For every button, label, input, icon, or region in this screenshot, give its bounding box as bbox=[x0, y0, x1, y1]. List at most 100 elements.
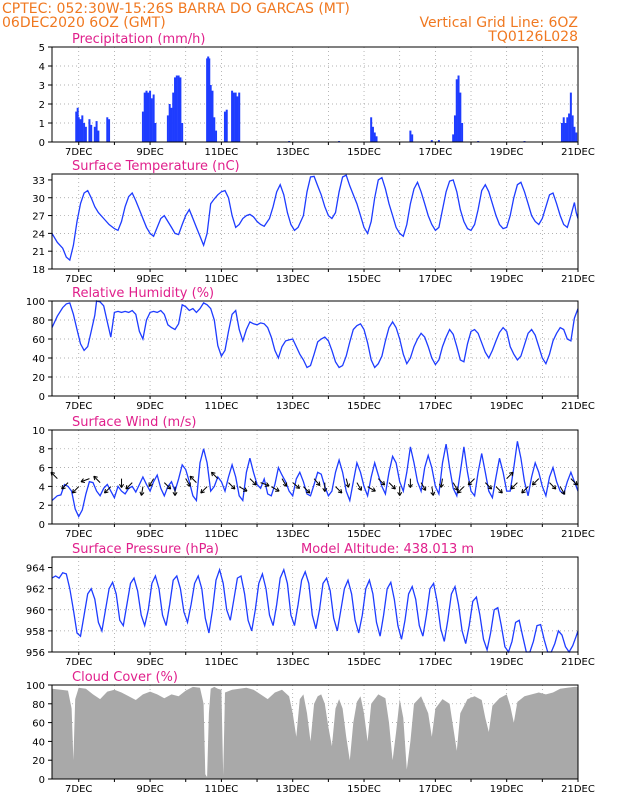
wind-arrow-head bbox=[297, 484, 301, 489]
pressure-ytick-label: 962 bbox=[26, 585, 45, 596]
humidity-xtick-label: 19DEC bbox=[490, 401, 524, 412]
precipitation-bar bbox=[77, 117, 80, 142]
precipitation-bar bbox=[84, 126, 87, 142]
cloud-cover-xtick-label: 19DEC bbox=[490, 784, 524, 795]
precipitation-bar bbox=[152, 94, 155, 142]
precipitation-bar bbox=[208, 58, 211, 142]
precipitation-panel: Precipitation (mm/h) 0 1 2 3 4 5 7DEC 9DEC 11DEC 1… bbox=[39, 32, 595, 158]
precipitation-bar bbox=[238, 92, 241, 142]
wind-arrow bbox=[495, 486, 503, 494]
wind-arrow-head bbox=[324, 487, 328, 492]
temperature-ytick-label: 33 bbox=[32, 176, 45, 187]
humidity-frame bbox=[51, 300, 579, 397]
wind-arrow-head bbox=[125, 485, 128, 490]
wind-arrow bbox=[510, 482, 518, 490]
wind-xtick-label: 7DEC bbox=[65, 529, 92, 540]
precipitation-bar bbox=[573, 126, 576, 142]
cloud-cover-ytick-label: 0 bbox=[39, 775, 45, 786]
wind-arrow bbox=[521, 486, 529, 494]
wind-arrow-head bbox=[186, 484, 191, 487]
wind-arrow bbox=[345, 478, 350, 488]
wind-xtick-label: 11DEC bbox=[205, 529, 239, 540]
cloud-cover-xtick-label: 15DEC bbox=[347, 784, 381, 795]
wind-arrow-head bbox=[498, 491, 503, 494]
precipitation-bar bbox=[150, 98, 153, 142]
pressure-xtick-label: 9DEC bbox=[136, 657, 163, 668]
precipitation-bar bbox=[560, 123, 563, 142]
cloud-cover-xtick-label: 11DEC bbox=[205, 784, 239, 795]
wind-arrow-head bbox=[560, 492, 565, 495]
wind-ytick-label: 10 bbox=[32, 426, 45, 437]
wind-arrow-head bbox=[521, 491, 526, 494]
wind-arrow-head bbox=[551, 487, 556, 490]
wind-frame bbox=[51, 429, 579, 525]
precipitation-bar bbox=[409, 130, 412, 142]
wind-arrow-head bbox=[511, 472, 514, 477]
precipitation-bar bbox=[453, 115, 456, 142]
precipitation-bar bbox=[147, 92, 150, 142]
pressure-annotation: Model Altitude: 438.013 m bbox=[301, 542, 474, 557]
wind-arrow-head bbox=[308, 489, 311, 494]
wind-arrow-head bbox=[510, 485, 513, 490]
pressure-ytick-label: 958 bbox=[26, 627, 45, 638]
pressure-title: Surface Pressure (hPa) bbox=[72, 542, 219, 557]
precipitation-bar bbox=[371, 126, 374, 142]
precipitation-xtick-label: 21DEC bbox=[561, 147, 595, 158]
wind-arrow bbox=[377, 478, 386, 486]
wind-arrow bbox=[452, 482, 459, 491]
wind-arrow-head bbox=[119, 483, 122, 488]
wind-arrow bbox=[356, 482, 362, 491]
wind-arrow-head bbox=[266, 482, 270, 487]
temperature-xtick-label: 7DEC bbox=[65, 274, 92, 285]
precipitation-bar bbox=[168, 104, 171, 142]
precipitation-bar bbox=[452, 134, 455, 142]
precipitation-bar bbox=[90, 124, 93, 142]
wind-arrow-head bbox=[554, 485, 557, 490]
precipitation-bar bbox=[236, 96, 239, 142]
wind-arrow-head bbox=[103, 489, 106, 494]
temperature-ytick-label: 18 bbox=[32, 265, 45, 276]
wind-ytick-label: 0 bbox=[39, 520, 45, 531]
precipitation-bar bbox=[174, 77, 177, 142]
wind-arrow bbox=[570, 478, 578, 486]
wind-arrow bbox=[367, 486, 376, 492]
wind-arrow-head bbox=[254, 481, 257, 486]
wind-arrow bbox=[163, 482, 172, 490]
wind-arrow-head bbox=[315, 483, 321, 487]
wind-arrow-head bbox=[252, 483, 257, 486]
precipitation-bar bbox=[149, 90, 152, 142]
wind-arrow-head bbox=[457, 491, 462, 494]
precipitation-bar bbox=[211, 90, 214, 142]
wind-arrow-head bbox=[282, 484, 287, 487]
wind-xtick-label: 17DEC bbox=[418, 529, 452, 540]
pressure-xtick-label: 11DEC bbox=[205, 657, 239, 668]
wind-arrow bbox=[200, 486, 208, 494]
humidity-xtick-label: 15DEC bbox=[347, 401, 381, 412]
precipitation-xtick-label: 17DEC bbox=[418, 147, 452, 158]
precipitation-ytick-label: 0 bbox=[39, 138, 45, 149]
cloud-cover-ytick-label: 100 bbox=[26, 681, 45, 692]
wind-panel: Surface Wind (m/s) 0 2 4 6 8 10 7DEC 9DEC 11DEC 13… bbox=[32, 415, 595, 540]
precipitation-bar bbox=[93, 126, 96, 142]
humidity-xtick-label: 7DEC bbox=[65, 401, 92, 412]
wind-arrow bbox=[484, 482, 492, 490]
wind-arrow bbox=[140, 486, 144, 496]
humidity-xtick-label: 9DEC bbox=[136, 401, 163, 412]
precipitation-bar bbox=[141, 111, 144, 142]
precipitation-bar bbox=[88, 119, 91, 142]
temperature-title: Surface Temperature (nC) bbox=[72, 159, 240, 174]
wind-arrow bbox=[228, 482, 236, 490]
temperature-ytick-label: 30 bbox=[32, 194, 45, 205]
precipitation-bar bbox=[213, 117, 216, 142]
cloud-cover-panel: Cloud Cover (%) 0 20 40 60 80 100 7DEC 9DEC 11DEC… bbox=[26, 670, 595, 795]
wind-arrow-head bbox=[189, 475, 195, 478]
precipitation-bar bbox=[430, 140, 433, 142]
wind-arrow-head bbox=[340, 489, 343, 494]
precipitation-bar bbox=[571, 115, 574, 142]
wind-arrow-head bbox=[200, 489, 203, 494]
humidity-ytick-label: 80 bbox=[32, 316, 45, 327]
wind-arrow-head bbox=[104, 491, 109, 494]
pressure-xtick-label: 21DEC bbox=[561, 657, 595, 668]
precipitation-bar bbox=[562, 117, 565, 142]
